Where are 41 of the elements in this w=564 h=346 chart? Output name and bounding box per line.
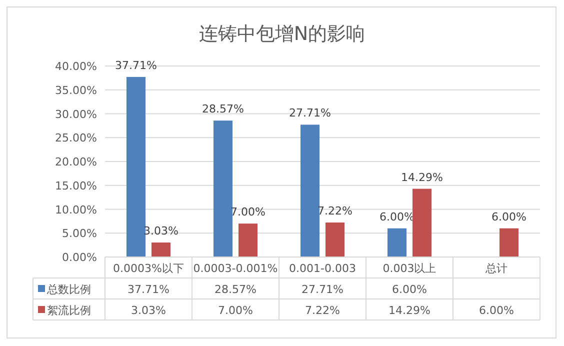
x-tick-label: 0.003以上 bbox=[382, 262, 436, 275]
text: 27.71% bbox=[289, 106, 331, 120]
y-tick-label: 40.00% bbox=[55, 60, 97, 73]
y-tick-label: 25.00% bbox=[55, 132, 97, 145]
text: 6.00% bbox=[380, 210, 414, 224]
y-tick-label: 20.00% bbox=[55, 156, 97, 168]
data-label: 6.00% bbox=[392, 283, 427, 296]
y-tick-label: 35.00% bbox=[55, 84, 97, 97]
y-tick-label: 30.00% bbox=[55, 108, 97, 121]
data-label: 37.71% bbox=[128, 283, 170, 296]
bar bbox=[238, 224, 258, 257]
y-tick-label: 15.00% bbox=[55, 179, 97, 192]
bar bbox=[500, 228, 518, 257]
data-label: 14.29% bbox=[388, 304, 430, 317]
x-tick-label: 0.001-0.003 bbox=[289, 262, 356, 275]
legend-label: 絮流比例 bbox=[47, 304, 91, 317]
x-tick-label: 总计 bbox=[484, 262, 508, 275]
bar bbox=[300, 124, 320, 257]
bar bbox=[388, 228, 406, 257]
y-tick-label: 10.00% bbox=[55, 203, 97, 216]
bar bbox=[126, 76, 146, 257]
data-label: 6.00% bbox=[479, 304, 514, 317]
data-label: 3.03% bbox=[131, 304, 166, 317]
data-label: 27.71% bbox=[302, 283, 344, 296]
x-tick-label: 0.0003%以下 bbox=[113, 262, 184, 275]
x-tick-label: 0.0003-0.001% bbox=[193, 262, 278, 275]
y-tick-label: 5.00% bbox=[62, 227, 97, 240]
chart-title: 连铸中包增N的影响 bbox=[198, 23, 366, 45]
text: 37.71% bbox=[115, 58, 157, 72]
bar bbox=[152, 242, 170, 257]
data-label: 7.00% bbox=[218, 304, 253, 317]
y-tick-label: 0.00% bbox=[62, 251, 97, 264]
text: 14.29% bbox=[401, 170, 443, 184]
legend-label: 总数比例 bbox=[46, 283, 91, 296]
bar bbox=[326, 222, 344, 257]
bar bbox=[412, 188, 432, 257]
data-label: 7.22% bbox=[305, 304, 340, 317]
bar bbox=[214, 120, 232, 257]
data-label: 28.57% bbox=[214, 283, 256, 296]
text: 28.57% bbox=[202, 102, 244, 116]
text: 6.00% bbox=[492, 210, 526, 224]
